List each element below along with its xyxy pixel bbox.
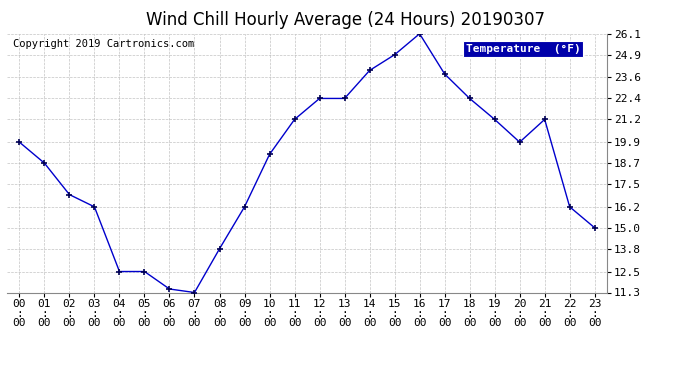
Text: Wind Chill Hourly Average (24 Hours) 20190307: Wind Chill Hourly Average (24 Hours) 201… bbox=[146, 11, 544, 29]
Text: Temperature  (°F): Temperature (°F) bbox=[466, 44, 580, 54]
Text: Copyright 2019 Cartronics.com: Copyright 2019 Cartronics.com bbox=[13, 39, 194, 49]
